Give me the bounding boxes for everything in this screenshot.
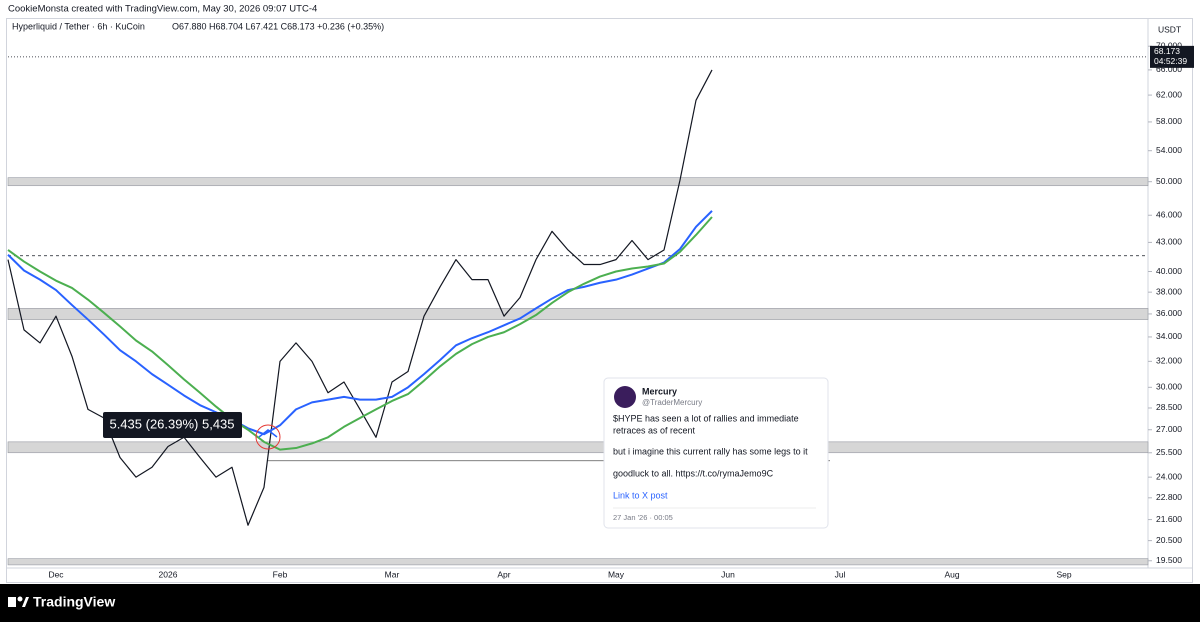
footer-bar [0,584,1200,622]
tweet-link[interactable]: Link to X post [613,490,668,500]
logo-mark [8,597,16,607]
x-tick-label: Apr [497,569,510,579]
tweet-line: $HYPE has seen a lot of rallies and imme… [613,413,799,423]
currency: USDT [1158,24,1181,34]
marker-circle [255,424,281,450]
range-box [103,412,242,438]
y-tick-label: 62.000 [1156,89,1182,99]
y-tick-label: 40.000 [1156,266,1182,276]
y-tick-label: 58.000 [1156,116,1182,126]
y-tick-label: 70.000 [1156,40,1182,50]
x-tick-label: 2026 [159,569,178,579]
tweet-handle: @TraderMercury [642,398,702,407]
x-tick-label: Dec [48,569,64,579]
symbol: Hyperliquid / Tether · 6h · KuCoin [12,21,145,31]
x-tick-label: Sep [1056,569,1071,579]
y-tick-label: 27.000 [1156,424,1182,434]
y-tick-label: 54.000 [1156,145,1182,155]
y-tick-label: 20.500 [1156,535,1182,545]
logo-mark [22,597,29,607]
x-tick-label: May [608,569,625,579]
logo [8,596,29,607]
series-line [7,210,713,436]
price-badge [1150,45,1194,68]
marker-tick [258,429,278,438]
logo-mark [17,596,23,602]
tweet-name: Mercury [642,386,677,396]
x-tick-label: Jul [835,569,846,579]
avatar [614,386,636,408]
y-tick-label: 50.000 [1156,176,1182,186]
x-tick-label: Feb [273,569,288,579]
y-tick-label: 28.500 [1156,402,1182,412]
y-tick-label: 21.600 [1156,514,1182,524]
ohlc: O67.880 H68.704 L67.421 C68.173 +0.236 (… [172,21,384,31]
tweet-line: goodluck to all. https://t.co/rymaJemo9C [613,468,774,478]
y-tick-label: 32.000 [1156,356,1182,366]
y-tick-label: 25.500 [1156,447,1182,457]
zone [7,441,1149,454]
zone [7,308,1149,320]
x-tick-label: Mar [385,569,400,579]
y-tick-label: 34.000 [1156,331,1182,341]
y-tick-label: 36.000 [1156,308,1182,318]
y-tick-label: 43.000 [1156,237,1182,247]
x-tick-label: Aug [944,569,959,579]
y-tick-label: 46.000 [1156,209,1182,219]
y-tick-label: 19.500 [1156,555,1182,565]
y-tick-label: 24.000 [1156,471,1182,481]
zone [7,177,1149,187]
countdown: 04:52:39 [1154,56,1187,66]
series-line [7,69,713,526]
y-tick-label: 30.000 [1156,382,1182,392]
tweet-line: retraces as of recent [613,425,696,435]
frame [6,18,1193,583]
credit: CookieMonsta created with TradingView.co… [8,4,317,15]
brand: TradingView [33,594,115,610]
tweet-card: Mercury @TraderMercury $HYPE has seen a lo… [603,377,829,529]
y-tick-label: 22.800 [1156,492,1182,502]
tweet-background [603,377,829,529]
range-label: 5.435 (26.39%) 5,435 [109,416,234,431]
y-tick-label: 66.000 [1156,64,1182,74]
tweet-date: 27 Jan '26 · 00:05 [613,513,673,522]
tweet-line: but i imagine this current rally has som… [613,446,808,456]
last-price: 68.173 [1154,46,1180,56]
x-tick-label: Jun [721,569,735,579]
zone [7,558,1149,566]
series-line [7,216,713,451]
y-tick-label: 38.000 [1156,286,1182,296]
